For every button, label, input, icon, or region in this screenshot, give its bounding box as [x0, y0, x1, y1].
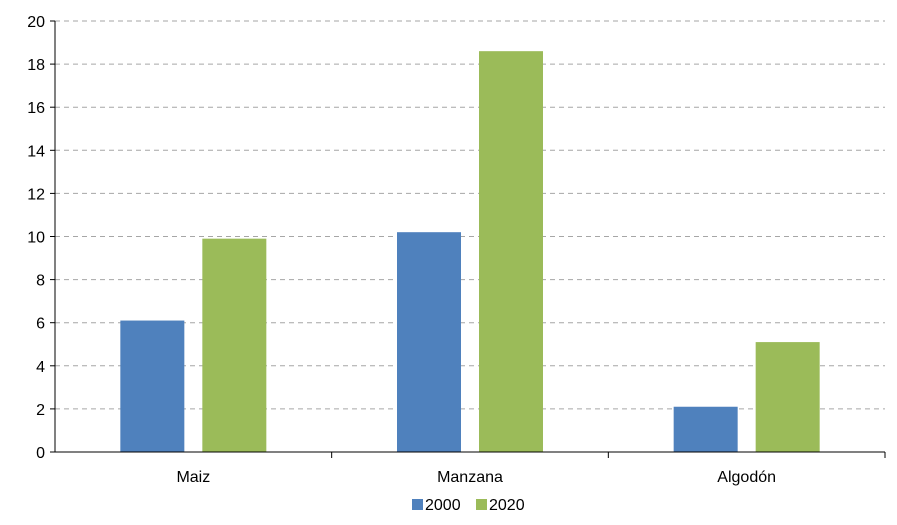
bar-2020-algodón — [755, 342, 820, 452]
legend-label-2000: 2000 — [425, 497, 461, 514]
y-tick-label: 4 — [36, 359, 45, 376]
y-tick-label: 16 — [27, 100, 45, 117]
axes — [50, 20, 886, 458]
y-tick-label: 20 — [27, 14, 45, 31]
y-tick-label: 14 — [27, 143, 45, 160]
bar-2020-manzana — [479, 51, 543, 453]
legend-swatch-2000 — [412, 499, 423, 510]
x-category-label: Algodón — [717, 469, 776, 486]
y-tick-label: 10 — [27, 230, 45, 247]
bar-2000-manzana — [397, 232, 461, 452]
bar-2000-maiz — [120, 320, 185, 452]
legend-label-2020: 2020 — [489, 497, 525, 514]
bar-2020-maiz — [202, 238, 267, 452]
y-tick-label: 6 — [36, 316, 45, 333]
y-tick-label: 18 — [27, 57, 45, 74]
legend: 2000 2020 — [412, 497, 525, 514]
x-category-label: Manzana — [437, 469, 503, 486]
x-category-label: Maiz — [176, 469, 210, 486]
bars — [120, 51, 820, 453]
legend-swatch-2020 — [476, 499, 487, 510]
x-category-labels: Maiz Manzana Algodón — [176, 469, 776, 486]
y-tick-labels: 0 2 4 6 8 10 12 14 16 18 20 — [27, 14, 45, 462]
gridlines — [55, 20, 885, 410]
y-tick-label: 8 — [36, 273, 45, 290]
y-tick-label: 2 — [36, 402, 45, 419]
y-tick-label: 0 — [36, 445, 45, 462]
y-tick-label: 12 — [27, 186, 45, 203]
bar-2000-algodón — [673, 406, 738, 452]
